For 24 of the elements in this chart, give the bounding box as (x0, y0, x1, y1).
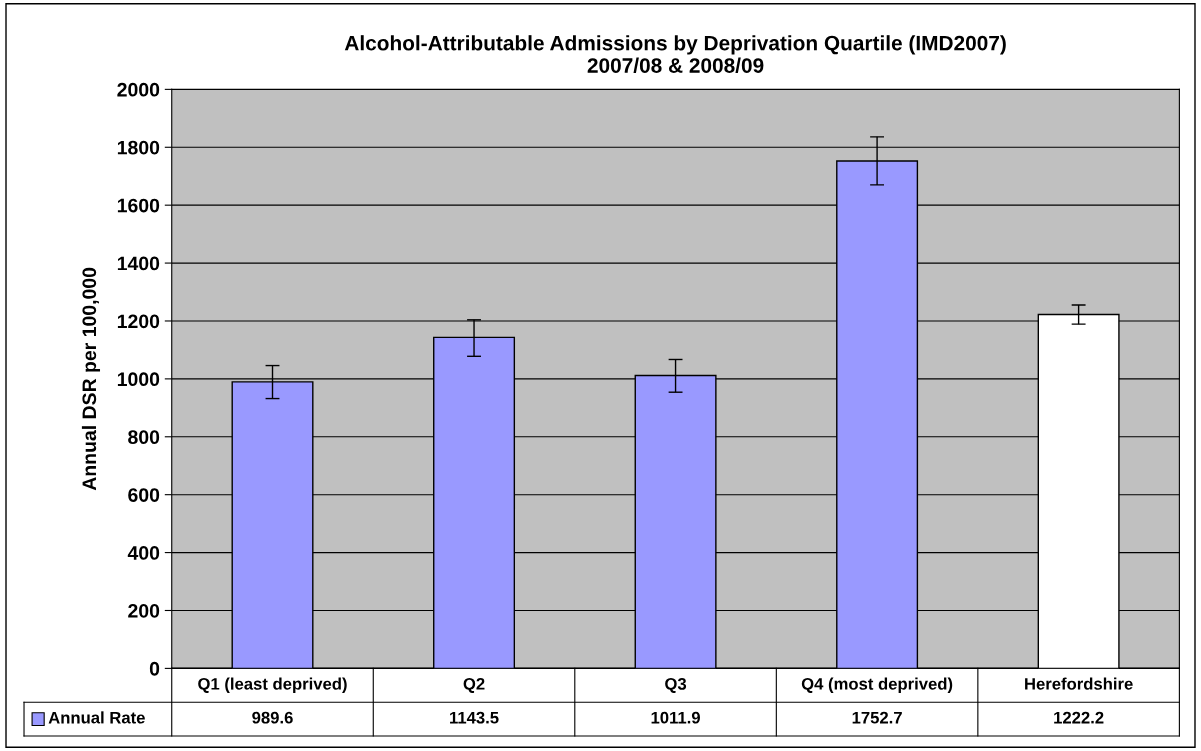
y-tick-label: 1000 (117, 372, 160, 387)
y-axis-title: Annual DSR per 100,000 (81, 267, 101, 491)
x-tick-label: Q1 (least deprived) (198, 677, 347, 694)
data-label: 1752.7 (852, 711, 902, 724)
y-tick-label: 2000 (117, 82, 160, 97)
y-tick-label: 1800 (117, 140, 160, 155)
y-tick-label: 600 (128, 488, 160, 502)
y-tick-label: 0 (149, 661, 160, 676)
x-tick-label: Herefordshire (1025, 677, 1133, 690)
y-tick-label: 1200 (117, 314, 160, 329)
data-label: 1222.2 (1054, 711, 1104, 724)
x-tick-label: Q4 (most deprived) (801, 677, 953, 694)
x-tick-label: Q2 (463, 677, 485, 693)
legend-label: Annual Rate (48, 711, 145, 724)
data-label: 1011.9 (651, 711, 700, 724)
data-label: 1143.5 (450, 711, 499, 724)
chart-title: Alcohol-Attributable Admissions by Deprivation Quartile (IMD2007) 2007/08 & 2008/09 (344, 35, 1006, 74)
y-tick-label: 800 (128, 430, 160, 445)
y-tick-label: 400 (127, 546, 160, 560)
x-tick-label: Q3 (665, 677, 687, 693)
y-tick-label: 1400 (117, 256, 160, 271)
data-label: 989.6 (252, 711, 293, 724)
y-tick-label: 1600 (117, 198, 160, 213)
y-tick-label: 200 (128, 603, 160, 618)
